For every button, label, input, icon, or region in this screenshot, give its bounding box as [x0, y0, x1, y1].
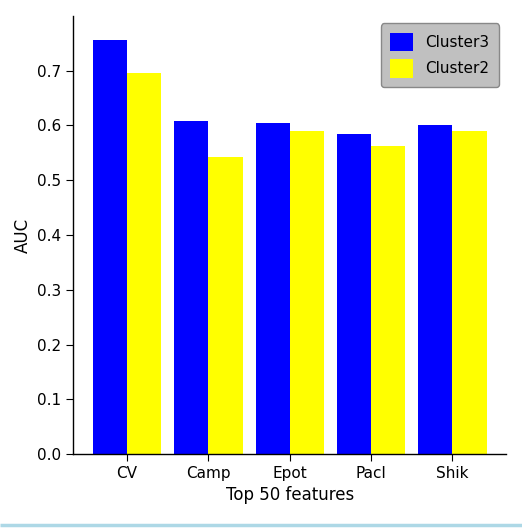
- Bar: [290, 131, 324, 454]
- Bar: [418, 126, 453, 454]
- Bar: [453, 131, 487, 454]
- Bar: [337, 134, 371, 454]
- Bar: [174, 121, 208, 454]
- Bar: [93, 41, 127, 454]
- Y-axis label: AUC: AUC: [14, 218, 31, 252]
- Bar: [256, 123, 290, 454]
- Bar: [208, 157, 243, 454]
- Legend: Cluster3, Cluster2: Cluster3, Cluster2: [381, 23, 499, 87]
- Bar: [127, 73, 161, 454]
- Bar: [371, 146, 405, 454]
- X-axis label: Top 50 features: Top 50 features: [226, 486, 354, 504]
